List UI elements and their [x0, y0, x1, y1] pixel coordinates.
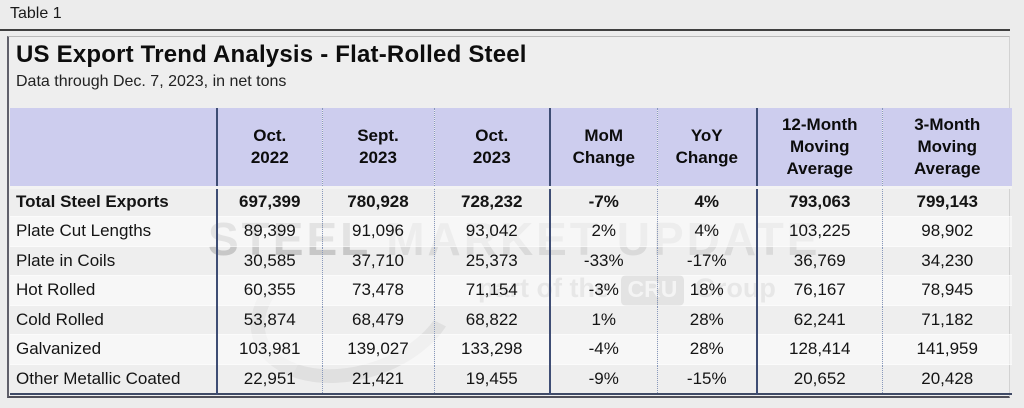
table-area: STEEL MARKET UPDATE part of the CRU Grou… [10, 108, 1012, 408]
cell: 34,230 [882, 245, 1012, 276]
cell: 71,182 [882, 304, 1012, 335]
cell: 20,428 [882, 363, 1012, 394]
caption-divider [0, 29, 1010, 31]
cell: 128,414 [757, 334, 883, 364]
cell: 19,455 [434, 363, 551, 394]
cell: 133,298 [434, 334, 551, 364]
cell: 780,928 [322, 186, 435, 217]
cell: 18% [657, 275, 758, 305]
report-panel: US Export Trend Analysis - Flat-Rolled S… [7, 36, 1012, 408]
export-table: Oct. 2022 Sept. 2023 Oct. 2023 MoM Chang… [10, 108, 1012, 395]
table-row: Galvanized 103,981 139,027 133,298 -4% 28% 128… [10, 334, 1012, 364]
header-product [10, 108, 218, 189]
cell: 25,373 [434, 245, 551, 276]
cell: 728,232 [434, 186, 551, 217]
cell: 89,399 [217, 216, 323, 246]
cell: 141,959 [882, 334, 1012, 364]
cell: 37,710 [322, 245, 435, 276]
cell: 1% [550, 304, 658, 335]
cell: -17% [657, 245, 758, 276]
cell: 21,421 [322, 363, 435, 394]
row-label: Plate in Coils [10, 245, 218, 276]
header-oct-2023: Oct. 2023 [434, 108, 551, 189]
cell: 799,143 [882, 186, 1012, 217]
cell: 793,063 [757, 186, 883, 217]
report-title: US Export Trend Analysis - Flat-Rolled S… [16, 41, 527, 68]
cell: 697,399 [217, 186, 323, 217]
row-label: Galvanized [10, 334, 218, 364]
table-row: Hot Rolled 60,355 73,478 71,154 -3% 18% 76,167… [10, 275, 1012, 305]
row-label: Cold Rolled [10, 304, 218, 335]
cell: 62,241 [757, 304, 883, 335]
row-label: Plate Cut Lengths [10, 216, 218, 246]
header-oct-2022: Oct. 2022 [217, 108, 323, 189]
cell: 78,945 [882, 275, 1012, 305]
table-row: Plate in Coils 30,585 37,710 25,373 -33% -17%… [10, 245, 1012, 276]
cell: -3% [550, 275, 658, 305]
cell: 73,478 [322, 275, 435, 305]
cell: 36,769 [757, 245, 883, 276]
table-row: Total Steel Exports 697,399 780,928 728,232… [10, 186, 1012, 217]
cell: -15% [657, 363, 758, 394]
cell: 22,951 [217, 363, 323, 394]
table-row: Other Metallic Coated 22,951 21,421 19,455-… [10, 363, 1012, 394]
header-sept-2023: Sept. 2023 [322, 108, 435, 189]
table-row: Plate Cut Lengths 89,399 91,096 93,042 2% 4% 1… [10, 216, 1012, 246]
cell: 93,042 [434, 216, 551, 246]
cell: 98,902 [882, 216, 1012, 246]
row-label: Other Metallic Coated [10, 363, 218, 394]
header-12mo-avg: 12-Month Moving Average [757, 108, 883, 189]
cell: 30,585 [217, 245, 323, 276]
cell: -4% [550, 334, 658, 364]
cell: 71,154 [434, 275, 551, 305]
header-3mo-avg: 3-Month Moving Average [882, 108, 1012, 189]
cell: 2% [550, 216, 658, 246]
cell: 76,167 [757, 275, 883, 305]
table-caption: Table 1 [10, 5, 62, 22]
header-yoy-change: YoY Change [657, 108, 758, 189]
header-row: Oct. 2022 Sept. 2023 Oct. 2023 MoM Chang… [10, 108, 1012, 189]
header-mom-change: MoM Change [550, 108, 658, 189]
table-row: Cold Rolled 53,874 68,479 68,822 1% 28% 62,241… [10, 304, 1012, 335]
cell: -9% [550, 363, 658, 394]
cell: 28% [657, 304, 758, 335]
cell: 28% [657, 334, 758, 364]
cell: 4% [657, 216, 758, 246]
cell: 68,479 [322, 304, 435, 335]
cell: 103,981 [217, 334, 323, 364]
cell: -33% [550, 245, 658, 276]
report-subtitle: Data through Dec. 7, 2023, in net tons [16, 73, 287, 90]
cell: 20,652 [757, 363, 883, 394]
cell: 139,027 [322, 334, 435, 364]
row-label: Hot Rolled [10, 275, 218, 305]
cell: 53,874 [217, 304, 323, 335]
cell: 68,822 [434, 304, 551, 335]
cell: 4% [657, 186, 758, 217]
row-label: Total Steel Exports [10, 186, 218, 217]
cell: 91,096 [322, 216, 435, 246]
cell: -7% [550, 186, 658, 217]
cell: 103,225 [757, 216, 883, 246]
cell: 60,355 [217, 275, 323, 305]
